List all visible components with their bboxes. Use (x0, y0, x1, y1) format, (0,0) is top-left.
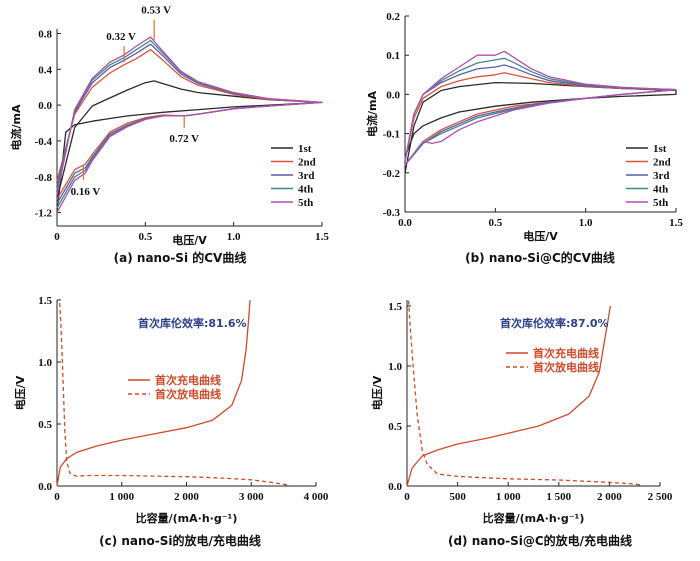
figure-caption: (a) nano-Si 的CV曲线 (114, 250, 247, 265)
series-line-2 (56, 48, 323, 200)
y-tick-label: 0.0 (38, 481, 52, 493)
y-tick-label: 0.0 (388, 481, 402, 493)
legend-entry: 首次放电曲线 (533, 360, 599, 374)
chart-panel-d: 0 500 1 000 1 500 2 000 2 500 0.0 0.5 1.0 1.5 比容量/… (370, 299, 673, 548)
x-tick-label: 0.5 (138, 231, 152, 243)
chart-panel-b: 0.0 0.5 1.0 1.5 -0.3 -0.2 -0.1 0.0 0.1 0.2 电压/V 电流/… (365, 11, 683, 265)
x-tick-label: 1 000 (496, 491, 521, 503)
y-tick-label: -0.3 (383, 207, 401, 219)
legend-entry: 5th (653, 197, 668, 209)
legend-entry: 首次充电曲线 (155, 373, 221, 387)
y-tick-label: -0.4 (35, 136, 53, 148)
x-tick-label: 1.0 (579, 217, 593, 229)
y-tick-label: -0.2 (383, 168, 401, 180)
x-tick-label: 2 000 (174, 491, 199, 503)
y-tick-label: 1.0 (38, 357, 52, 369)
x-tick-label: 1 000 (109, 491, 134, 503)
y-tick-label: 1.5 (38, 295, 52, 307)
legend-entry: 2nd (298, 157, 316, 169)
x-tick-label: 1 500 (546, 491, 571, 503)
x-tick-label: 1.5 (315, 231, 329, 243)
figure-caption: (d) nano-Si@C的放电/充电曲线 (448, 533, 632, 548)
y-tick-label: -0.8 (35, 172, 53, 184)
y-tick-label: 0.1 (386, 50, 400, 62)
y-tick-label: 1.0 (388, 361, 402, 373)
efficiency-label: 首次库伦效率:87.0% (500, 316, 609, 330)
y-tick-label: 0.2 (386, 11, 400, 23)
y-tick-label: 1.5 (388, 301, 402, 313)
x-tick-label: 0 (54, 231, 60, 243)
x-tick-label: 0.0 (398, 217, 412, 229)
legend-entry: 5th (298, 197, 313, 209)
y-tick-label: 0.5 (388, 421, 402, 433)
y-tick-label: -0.1 (383, 129, 400, 141)
y-axis-label: 电压/V (13, 375, 27, 410)
x-axis-label: 电压/V (523, 229, 558, 243)
legend-entry: 首次充电曲线 (533, 346, 599, 360)
legend-entry: 1st (653, 143, 667, 155)
annotation-label: 0.32 V (106, 31, 136, 43)
x-tick-label: 2 500 (648, 491, 673, 503)
x-tick-label: 0 (54, 491, 60, 503)
x-tick-label: 1.0 (227, 231, 241, 243)
y-tick-label: -1.2 (35, 208, 53, 220)
y-tick-label: 0.5 (38, 419, 52, 431)
x-axis-label: 电压/V (172, 233, 207, 247)
x-axis-label: 比容量/(mA·h·g⁻¹) (136, 511, 238, 525)
series-line-4 (56, 39, 323, 209)
x-tick-label: 0.5 (488, 217, 502, 229)
y-tick-label: 0.0 (38, 100, 52, 112)
series-line-5 (404, 50, 677, 166)
series-line-3 (404, 64, 677, 166)
x-tick-label: 500 (449, 491, 466, 503)
x-tick-label: 4 000 (304, 491, 329, 503)
figure-caption: (c) nano-Si的放电/充电曲线 (99, 533, 261, 548)
series-line-1 (404, 81, 677, 173)
series-line-2 (58, 299, 287, 486)
legend-entry: 首次放电曲线 (155, 387, 221, 401)
series-line-1 (406, 305, 612, 487)
series-line-1 (56, 299, 251, 487)
legend-entry: 4th (653, 184, 668, 196)
annotation-label: 0.16 V (71, 186, 101, 198)
x-axis-label: 比容量/(mA·h·g⁻¹) (483, 511, 585, 525)
annotation-label: 0.72 V (169, 133, 199, 145)
series-line-3 (56, 43, 323, 204)
chart-panel-a: 0 0.5 1.0 1.5 -1.2 -0.8 -0.4 0.0 0.4 0.8 电压/V 电流/mA… (9, 5, 329, 265)
annotation-label: 0.53 V (141, 5, 171, 17)
series-line-2 (407, 299, 640, 486)
x-tick-label: 3 000 (239, 491, 264, 503)
y-axis-label: 电流/mA (9, 104, 23, 150)
y-axis-label: 电压/V (370, 375, 384, 410)
y-tick-label: 0.8 (38, 28, 52, 40)
legend-entry: 4th (298, 184, 313, 196)
legend-entry: 2nd (653, 157, 671, 169)
legend-entry: 1st (298, 143, 312, 155)
x-tick-label: 1.5 (669, 217, 683, 229)
x-tick-label: 2 000 (597, 491, 622, 503)
series-line-2 (404, 72, 677, 166)
x-tick-label: 0 (404, 491, 410, 503)
y-tick-label: 0.4 (38, 64, 52, 76)
legend-entry: 3rd (298, 170, 315, 182)
y-tick-label: 0.0 (386, 89, 400, 101)
figure-caption: (b) nano-Si@C的CV曲线 (465, 250, 615, 265)
legend-entry: 3rd (653, 170, 670, 182)
y-axis-label: 电流/mA (365, 91, 379, 137)
series-line-4 (404, 57, 677, 166)
efficiency-label: 首次库伦效率:81.6% (138, 316, 247, 330)
chart-panel-c: 0 1 000 2 000 3 000 4 000 0.0 0.5 1.0 1.5 比容量/(mA… (13, 295, 329, 548)
